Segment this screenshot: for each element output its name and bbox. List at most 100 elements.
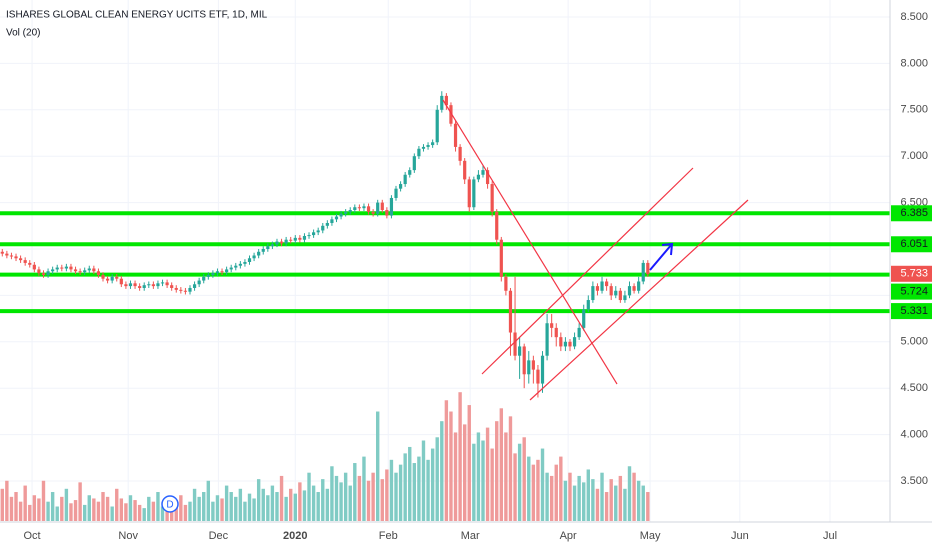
candle-body: [426, 145, 430, 147]
volume-bar: [316, 492, 320, 521]
volume-bar: [119, 498, 124, 521]
volume-bar: [179, 495, 183, 521]
candle-body: [37, 269, 41, 274]
volume-bar: [261, 488, 265, 521]
candle-body: [110, 276, 114, 281]
candle-body: [174, 287, 178, 290]
volume-bar: [426, 459, 430, 521]
volume-bar: [266, 495, 270, 521]
x-tick-label: Feb: [379, 530, 398, 542]
candle-body: [371, 211, 375, 214]
levels: [0, 211, 890, 314]
candle-body: [412, 156, 416, 171]
volume-bar: [421, 440, 426, 521]
candle-body: [128, 283, 133, 287]
dividend-marker: D: [161, 495, 179, 513]
candle-body: [485, 170, 490, 185]
candle-body: [398, 184, 403, 189]
candle-body: [197, 280, 201, 285]
candle-body: [357, 207, 361, 209]
candle-body: [46, 271, 50, 275]
candle-body: [463, 160, 467, 180]
volume-bar: [582, 482, 586, 521]
volume-bar: [499, 408, 504, 521]
candle-body: [124, 284, 128, 287]
marker-icon: D: [166, 500, 173, 511]
volume-bar: [5, 480, 9, 521]
volume-bar: [64, 488, 69, 521]
volume-bar: [462, 424, 467, 521]
candle-body: [586, 300, 590, 310]
volume-bar: [302, 490, 307, 521]
candle-body: [115, 276, 119, 279]
candle-body: [440, 95, 444, 110]
volume-bar: [256, 479, 261, 521]
volume-bar: [398, 464, 403, 521]
candle-body: [293, 237, 297, 241]
x-tick-label: Dec: [209, 530, 229, 542]
volume-bar: [279, 475, 284, 521]
volume-bar: [28, 504, 32, 521]
volume-bar: [247, 493, 252, 521]
volume-bar: [238, 488, 243, 521]
candle-body: [431, 142, 435, 146]
candle-body: [472, 179, 476, 208]
candle-body: [284, 239, 288, 244]
volume-bar: [389, 459, 394, 521]
candle-body: [344, 211, 348, 214]
volume-bar: [403, 453, 407, 521]
volume-bar: [151, 501, 156, 521]
volume-bar: [160, 506, 165, 521]
chart-title: ISHARES GLOBAL CLEAN ENERGY UCITS ETF, 1…: [6, 10, 268, 21]
volume-bar: [298, 482, 302, 521]
volume-bar: [330, 466, 334, 521]
volume-bar: [9, 496, 14, 521]
candle-body: [234, 265, 238, 268]
candle-body: [389, 197, 394, 216]
candle-body: [105, 278, 110, 281]
volume-pane: [0, 392, 650, 521]
candle-body: [362, 206, 366, 209]
candle-body: [334, 216, 339, 220]
volume-bar: [73, 500, 78, 521]
volume-bar: [82, 504, 87, 521]
volume-bar: [211, 501, 215, 521]
candle-body: [51, 269, 55, 272]
volume-bar: [60, 496, 64, 521]
candle-body: [270, 244, 275, 247]
last-price-label: 5.733: [900, 268, 928, 280]
volume-bar: [568, 472, 572, 521]
level-label: 6.385: [900, 207, 928, 219]
candle-body: [220, 271, 224, 273]
volume-bar: [220, 498, 224, 521]
candle-body: [23, 260, 27, 263]
volume-bar: [142, 508, 146, 521]
level-label: 6.051: [900, 238, 928, 250]
volume-bar: [485, 427, 490, 521]
volume-bar: [128, 495, 133, 521]
volume-bar: [174, 500, 178, 521]
volume-bar: [46, 501, 50, 521]
candle-body: [595, 286, 600, 291]
marker-circle[interactable]: [161, 495, 179, 513]
candle-body: [28, 262, 32, 265]
volume-bar: [545, 472, 549, 521]
volume-bar: [591, 479, 595, 521]
candle-body: [550, 323, 554, 328]
volume-bar: [270, 485, 275, 521]
volume-bar: [133, 500, 137, 521]
volume-bar: [627, 466, 632, 521]
candle-body: [147, 284, 151, 286]
candle-body: [568, 341, 572, 347]
volume-bar: [105, 496, 110, 521]
candle-body: [64, 266, 68, 269]
candle-body: [60, 267, 64, 269]
y-tick-label: 3.500: [900, 475, 928, 487]
candle-body: [563, 341, 568, 347]
candle-body: [83, 270, 87, 273]
candle-body: [179, 289, 183, 291]
volume-bar: [522, 437, 526, 521]
volume-bar: [339, 482, 343, 521]
volume-bar: [343, 472, 348, 521]
volume-bar: [549, 475, 554, 521]
